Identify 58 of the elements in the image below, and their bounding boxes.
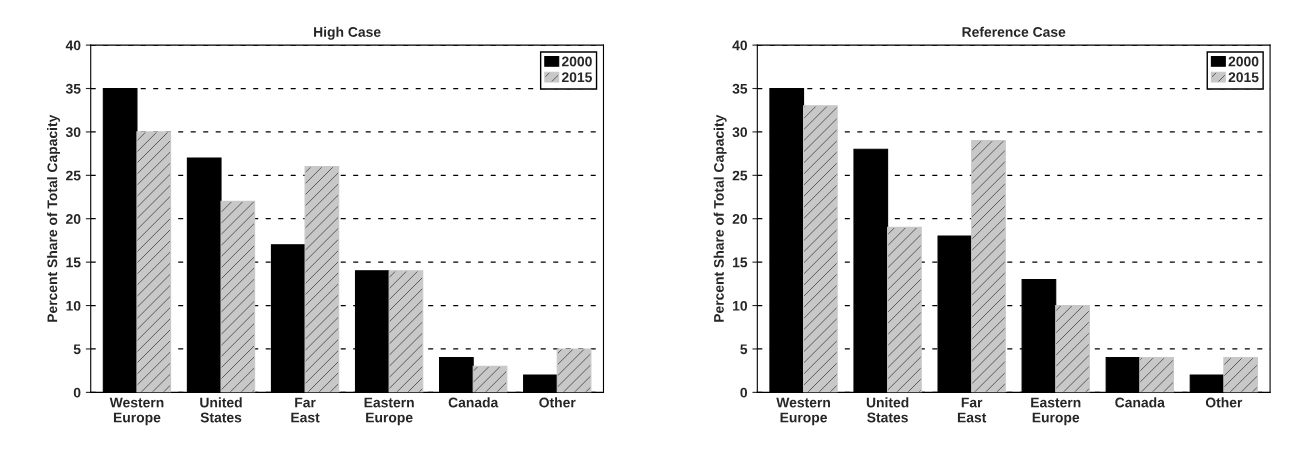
legend-label: 2015 [1228, 72, 1259, 83]
y-tick-label: 15 [66, 257, 81, 268]
bar [220, 200, 256, 393]
y-tick-label: 25 [66, 170, 81, 181]
bar [556, 348, 592, 393]
bar [388, 270, 424, 393]
bar [1189, 374, 1225, 393]
y-tick-label: 40 [732, 40, 748, 51]
legend-label: 2000 [561, 56, 592, 67]
bar [472, 365, 508, 393]
x-tick-label: United States [866, 397, 909, 423]
y-tick-label: 35 [65, 83, 81, 94]
bar [802, 105, 838, 393]
y-tick-label: 25 [732, 170, 748, 181]
y-tick-label: 30 [732, 127, 748, 138]
x-tick-label: Other [539, 397, 576, 408]
bar [523, 374, 558, 393]
bar [1223, 357, 1259, 393]
y-tick-label: 20 [732, 214, 748, 224]
y-tick-label: 40 [65, 40, 81, 51]
bar [853, 148, 889, 393]
y-tick-label: 15 [733, 257, 748, 268]
legend-label: 2000 [1228, 56, 1259, 67]
bar [1055, 304, 1090, 393]
x-tick-label: Far East [291, 397, 320, 423]
y-axis-title: Percent Share of Total Capacity [713, 114, 727, 322]
chart-title: High Case [314, 26, 381, 40]
x-tick-label: United States [200, 397, 242, 423]
bar [136, 131, 172, 393]
x-tick-label: Canada [1115, 397, 1165, 408]
bar [270, 244, 306, 393]
x-tick-label: Canada [448, 397, 499, 408]
y-tick-label: 20 [66, 214, 81, 224]
bar [186, 157, 222, 393]
x-tick-label: Eastern Europe [1031, 397, 1081, 426]
bar [1105, 357, 1141, 393]
y-tick-label: 5 [73, 344, 81, 355]
bar [304, 166, 340, 393]
y-tick-label: 5 [740, 344, 748, 355]
y-tick-label: 0 [740, 387, 748, 398]
legend-label: 2015 [561, 72, 592, 83]
bar [937, 235, 973, 393]
y-tick-label: 30 [65, 127, 81, 138]
bar [887, 226, 922, 393]
x-tick-label: Western Europe [109, 397, 164, 426]
bar [439, 357, 474, 393]
y-tick-label: 35 [732, 83, 748, 94]
y-tick-label: 0 [73, 387, 81, 398]
y-tick-label: 10 [733, 300, 748, 311]
x-tick-label: Western Europe [776, 397, 830, 426]
y-axis-title: Percent Share of Total Capacity [47, 114, 60, 322]
x-tick-label: Other [1205, 397, 1243, 408]
bar [971, 140, 1006, 393]
y-tick-label: 10 [66, 300, 81, 311]
x-tick-label: Eastern Europe [364, 397, 414, 426]
x-tick-label: Far East [957, 397, 987, 423]
chart-title: Reference Case [962, 26, 1066, 37]
bar [1139, 357, 1174, 393]
